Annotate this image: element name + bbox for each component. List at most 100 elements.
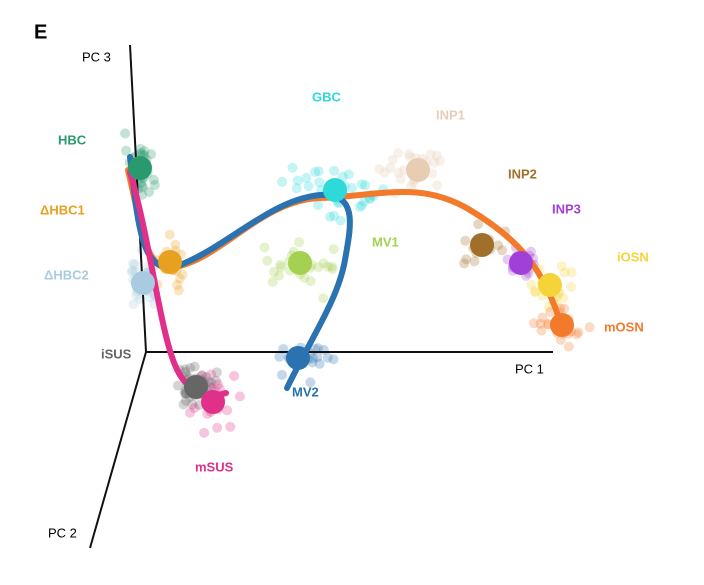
cell-dot (432, 180, 443, 191)
cell-dot (211, 375, 222, 386)
cell-dot (212, 379, 223, 390)
cell-dot (493, 240, 504, 251)
cell-dot (387, 154, 398, 165)
cell-dot (301, 172, 312, 183)
cell-dot (318, 293, 329, 304)
cell-dot (314, 177, 325, 188)
cell-dot (335, 215, 346, 226)
cell-dot (229, 370, 240, 381)
cell-dot (137, 182, 148, 193)
cell-dot (529, 318, 540, 329)
cell-dot (571, 329, 582, 340)
cell-dot (164, 229, 175, 240)
centroid (323, 178, 347, 202)
cell-dot (178, 399, 189, 410)
axis-label: PC 2 (48, 525, 77, 540)
cell-dot (299, 272, 310, 283)
cluster-label: INP1 (436, 107, 465, 122)
cell-dot (307, 353, 318, 364)
cell-dot (287, 162, 298, 173)
cell-dot (393, 167, 404, 178)
centroid (509, 251, 533, 275)
cell-dot (584, 322, 595, 333)
cell-dot (269, 266, 280, 277)
cell-dot (127, 265, 138, 276)
cell-dot (563, 341, 574, 352)
cluster-label: mSUS (195, 459, 234, 474)
cell-dot (530, 286, 541, 297)
cell-dot (327, 261, 338, 272)
cluster-label: MV2 (292, 384, 319, 399)
cell-dot (435, 155, 446, 166)
cluster-label: HBC (58, 132, 87, 147)
cluster-label: ΔHBC2 (44, 267, 89, 282)
cluster-label: ΔHBC1 (40, 202, 85, 217)
panel-label: E (34, 21, 47, 43)
cluster-label: GBC (312, 89, 342, 104)
cell-dot (149, 180, 160, 191)
cell-dot (313, 166, 324, 177)
cell-dot (129, 259, 140, 270)
cell-dot (322, 352, 333, 363)
cell-dot (211, 367, 222, 378)
cell-dot (346, 182, 357, 193)
cell-dot (559, 303, 570, 314)
cell-dot (139, 146, 150, 157)
cell-dot (305, 377, 316, 388)
cell-dot (327, 263, 338, 274)
cell-dot (406, 181, 417, 192)
centroid (538, 273, 562, 297)
cell-dot (313, 262, 324, 273)
cell-dot (385, 162, 396, 173)
cell-dot (277, 369, 288, 380)
cluster-label: iSUS (101, 346, 132, 361)
cluster-label: INP3 (552, 201, 581, 216)
cell-dot (148, 174, 159, 185)
cell-dot (135, 143, 146, 154)
cell-dot (277, 176, 288, 187)
cell-dot (144, 186, 155, 197)
cell-dot (120, 128, 131, 139)
cell-dot (276, 262, 287, 273)
cell-dot (189, 361, 200, 372)
cell-dot (559, 267, 570, 278)
cell-dot (555, 334, 566, 345)
cell-dot (328, 244, 339, 255)
cell-dot (459, 258, 470, 269)
cell-dot (170, 239, 181, 250)
cell-dot (136, 147, 147, 158)
cell-dot (172, 279, 183, 290)
cell-dot (393, 148, 404, 159)
cell-dot (558, 293, 569, 304)
cell-dot (222, 405, 233, 416)
cell-dot (460, 235, 471, 246)
centroid (286, 346, 310, 370)
cell-dot (469, 256, 480, 267)
cell-dot (291, 183, 302, 194)
cell-dot (360, 180, 371, 191)
cell-dot (267, 276, 278, 287)
cell-dot (206, 378, 217, 389)
cell-dot (180, 364, 191, 375)
cell-dot (403, 149, 414, 160)
cell-dot (536, 325, 547, 336)
cell-dot (473, 219, 484, 230)
cell-dot (359, 196, 370, 207)
cell-dot (307, 357, 318, 368)
cell-dot (537, 312, 548, 323)
cell-dot (356, 200, 367, 211)
cell-dot (292, 175, 303, 186)
cell-dot (187, 399, 198, 410)
cell-dot (566, 281, 577, 292)
cell-dot (234, 391, 245, 402)
cell-dot (556, 261, 567, 272)
centroid (288, 251, 312, 275)
cell-dot (431, 150, 442, 161)
centroid (406, 158, 430, 182)
cell-dot (136, 180, 147, 191)
cell-dot (212, 422, 223, 433)
axis-label: PC 1 (515, 361, 544, 376)
cell-dot (313, 343, 324, 354)
cell-dot (329, 210, 340, 221)
